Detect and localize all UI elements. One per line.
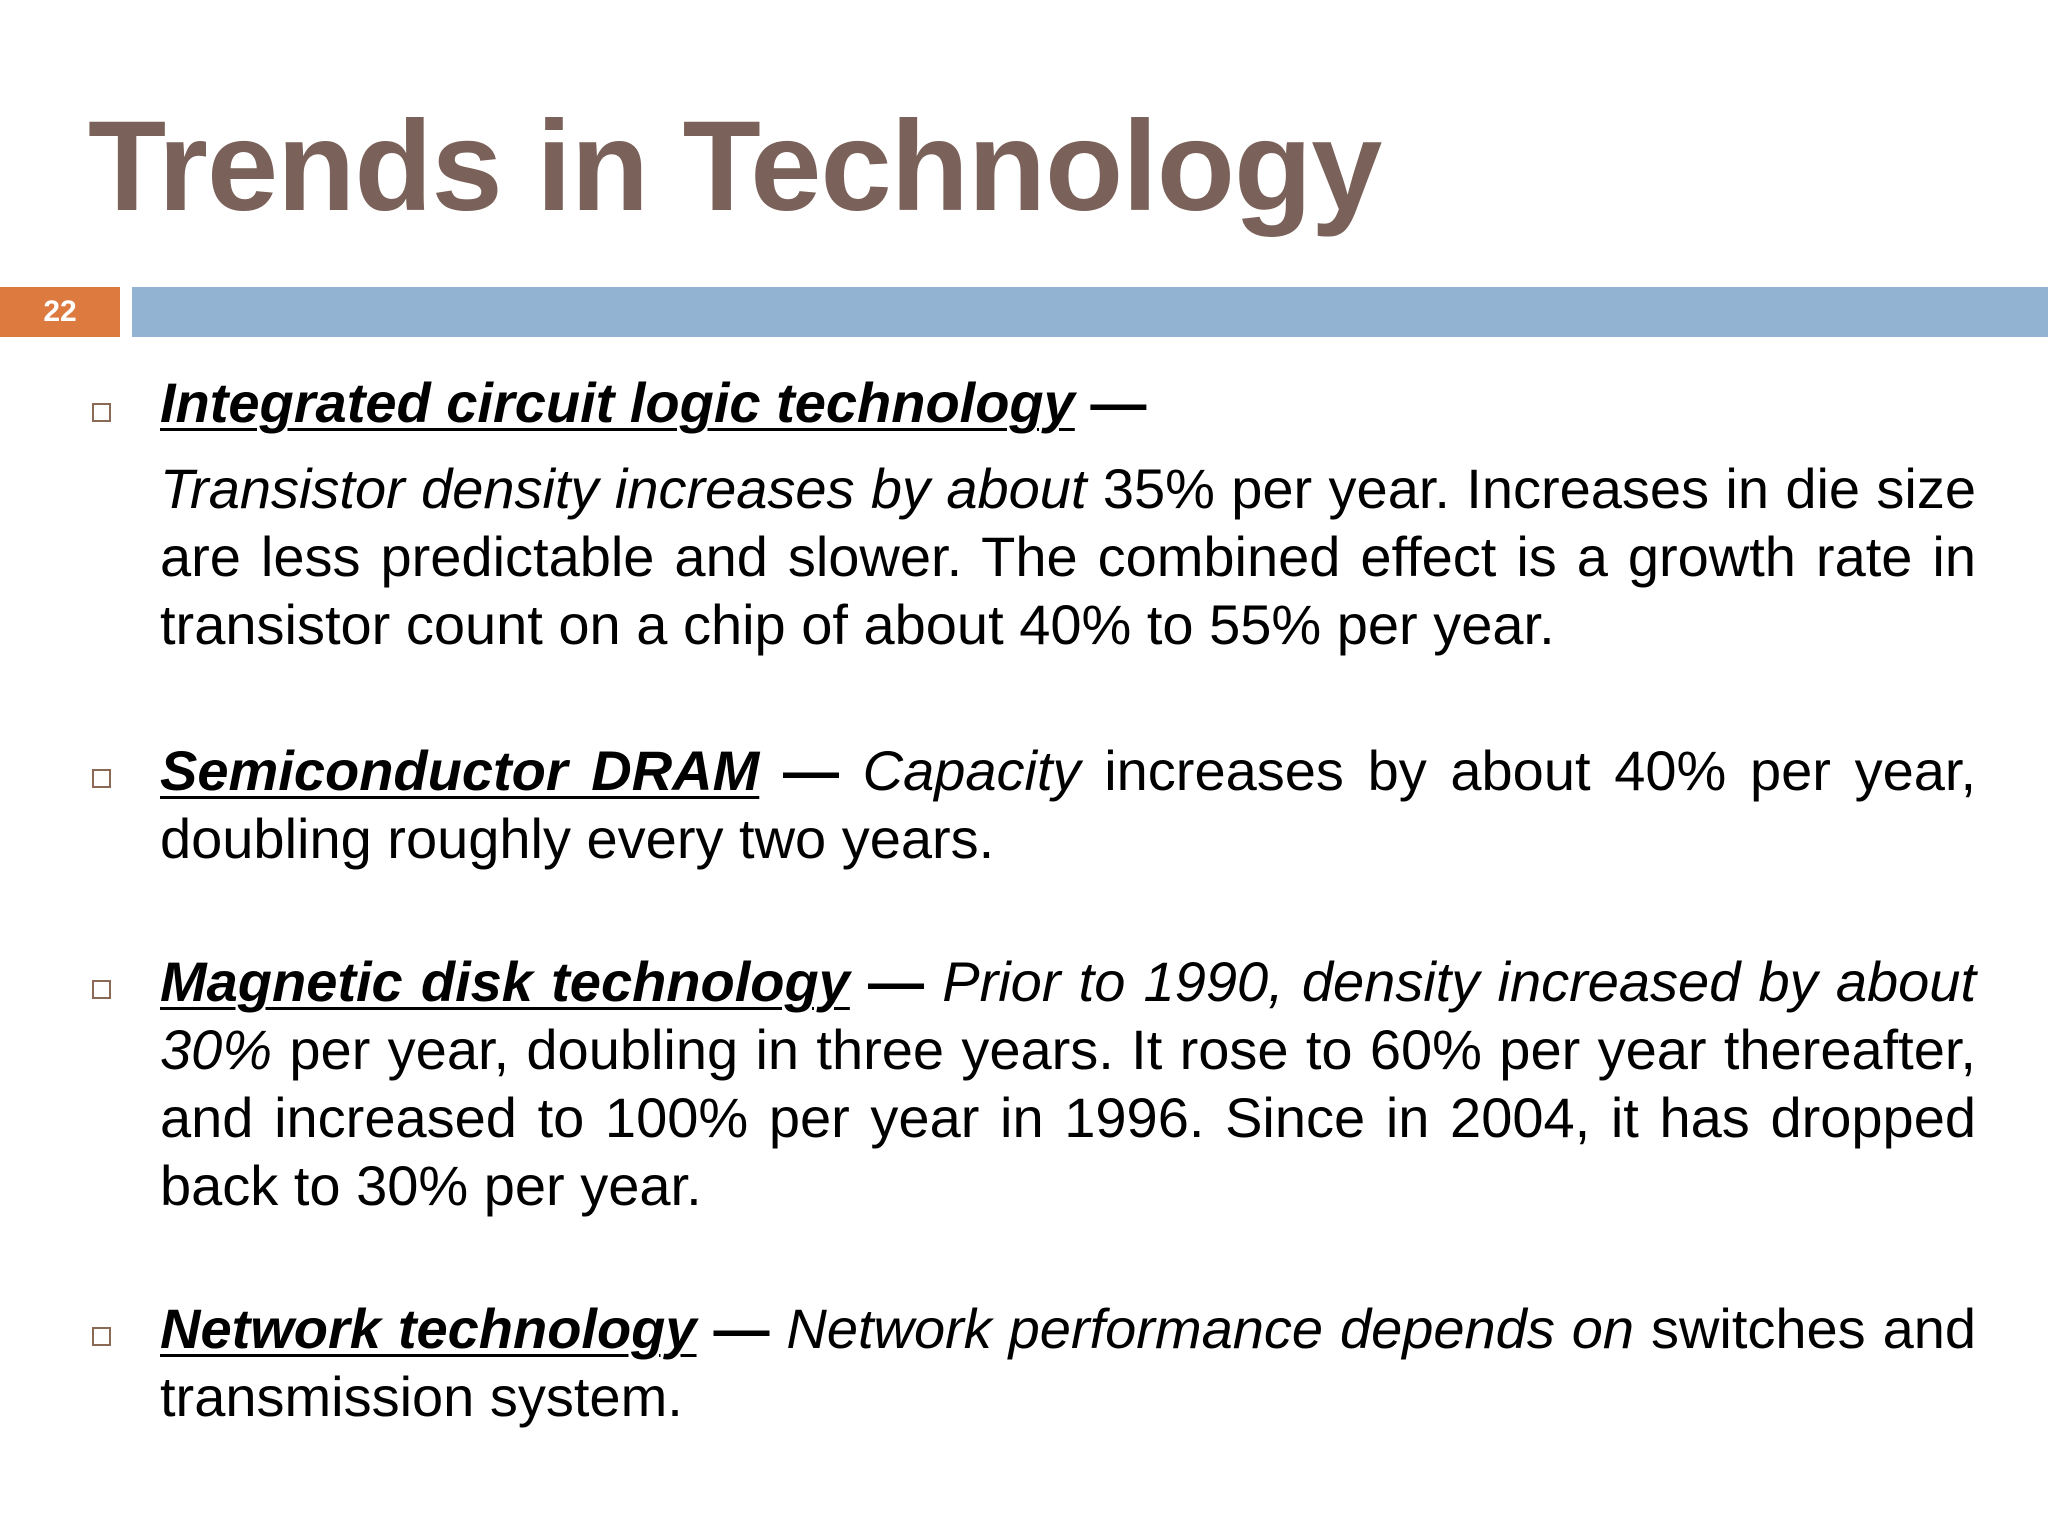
bullet-text: Network technology — Network performance…: [160, 1295, 1976, 1431]
bullet-body-text: 35% per year. Increases in die size are …: [160, 457, 1976, 656]
bullet-term: Network technology: [160, 1297, 697, 1360]
bullet-term: Integrated circuit logic technology: [160, 371, 1075, 434]
bullet-body: Transistor density increases by about 35…: [160, 455, 1976, 659]
square-bullet-icon: [92, 980, 111, 999]
bullet-body-text: switches and transmission system.: [160, 1297, 1977, 1428]
em-dash: —: [713, 1297, 770, 1360]
slide-title: Trends in Technology: [88, 95, 1382, 238]
square-bullet-icon: [92, 1327, 111, 1346]
slide-number-badge: 22: [0, 287, 120, 337]
em-dash: —: [868, 950, 925, 1013]
bullet-semiconductor-dram: Semiconductor DRAM — Capacity increases …: [92, 737, 1976, 873]
square-bullet-icon: [92, 769, 111, 788]
bullet-body-text: increases by about 40% per year, doublin…: [160, 739, 1976, 870]
bullet-heading: Integrated circuit logic technology —: [160, 369, 1976, 437]
bullet-term: Semiconductor DRAM: [160, 739, 760, 802]
bullet-integrated-circuit: Integrated circuit logic technology — Tr…: [92, 369, 1976, 659]
bullet-text: Magnetic disk technology — Prior to 1990…: [160, 948, 1976, 1220]
bullet-body-italic: Transistor density increases by about: [160, 457, 1087, 520]
bullet-lead-italic: Network performance depends on: [786, 1297, 1635, 1360]
bullet-magnetic-disk: Magnetic disk technology — Prior to 1990…: [92, 948, 1976, 1220]
square-bullet-icon: [92, 403, 111, 422]
bullet-text: Semiconductor DRAM — Capacity increases …: [160, 737, 1976, 873]
header-divider-bar: [132, 287, 2048, 337]
em-dash: —: [782, 739, 839, 802]
bullet-network-technology: Network technology — Network performance…: [92, 1295, 1976, 1431]
bullet-lead-italic: Prior to 1990, density increased by abou…: [160, 950, 1977, 1081]
em-dash: —: [1090, 371, 1147, 434]
bullet-term: Magnetic disk technology: [160, 950, 850, 1013]
bullet-lead-italic: Capacity: [862, 739, 1081, 802]
bullet-body-text: per year, doubling in three years. It ro…: [160, 1018, 1976, 1217]
